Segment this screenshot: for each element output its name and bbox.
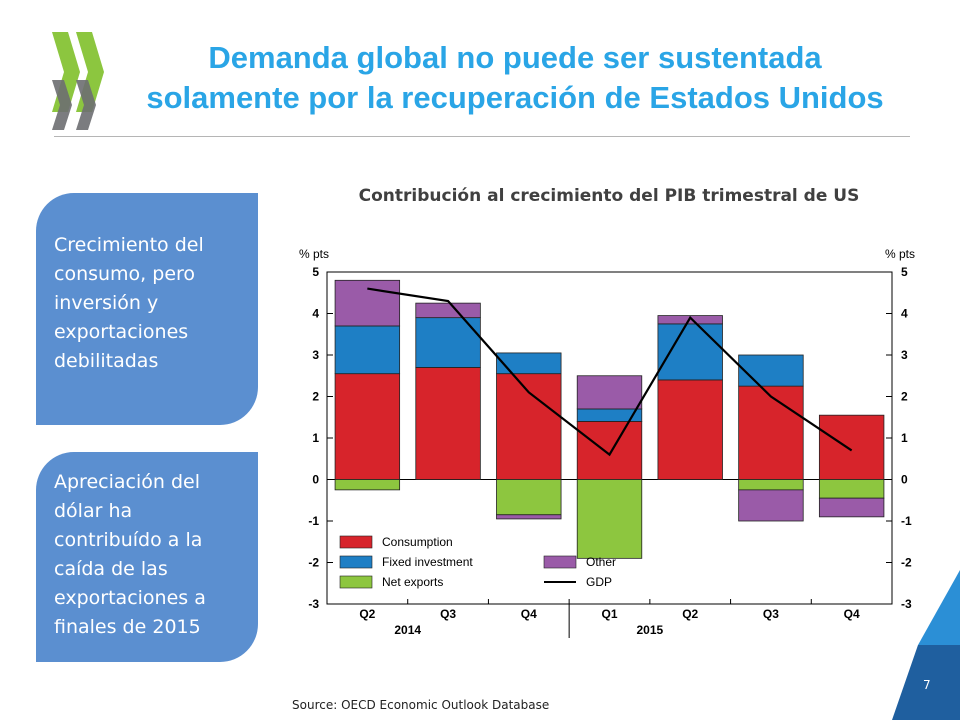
bar-net-exports xyxy=(496,479,562,516)
y-tick-label-left: 1 xyxy=(312,431,319,445)
x-tick-label: Q4 xyxy=(844,607,860,621)
y-tick-label-left: 3 xyxy=(312,348,319,362)
bar-consumption xyxy=(818,414,885,480)
bullet-box-dollar: Apreciación del dólar ha contribuído a l… xyxy=(36,452,258,662)
y-tick-label-right: -2 xyxy=(901,556,912,570)
legend-label-fixed-investment: Fixed investment xyxy=(382,555,473,569)
bar-other xyxy=(738,489,804,522)
y-tick-label-left: -1 xyxy=(308,514,319,528)
legend-swatch-consumption xyxy=(339,535,373,549)
legend-label-gdp: GDP xyxy=(586,575,612,589)
y-tick-label-right: 3 xyxy=(901,348,908,362)
bar-fixed-investment xyxy=(738,354,804,387)
gdp-contribution-chart: % pts % pts 5 5 4 4 3 3 2 2 1 1 0 0 -1 -1 -2 -2 -3 -3 Q2 Q3 Q4… xyxy=(299,247,915,638)
legend-swatch-other xyxy=(543,555,577,569)
x-year-label: 2014 xyxy=(394,623,421,637)
y-tick-label-left: 0 xyxy=(312,473,319,487)
bar-other xyxy=(496,514,562,520)
legend-swatch-net-exports xyxy=(339,575,373,589)
y-axis-unit-right: % pts xyxy=(885,247,915,261)
y-tick-label-left: -2 xyxy=(308,556,319,570)
legend-label-net-exports: Net exports xyxy=(382,575,443,589)
logo-chevron-gray-left xyxy=(52,80,72,130)
legend-swatch-fixed-investment xyxy=(339,555,373,569)
bullet-box-consumption: Crecimiento del consumo, pero inversión … xyxy=(36,193,258,425)
bar-consumption xyxy=(576,420,643,480)
y-tick-label-right: -3 xyxy=(901,597,912,611)
bar-consumption xyxy=(738,385,804,480)
chart-title: Contribución al crecimiento del PIB trim… xyxy=(358,186,860,206)
bar-fixed-investment xyxy=(496,352,562,375)
bar-fixed-investment xyxy=(657,323,723,381)
bar-other xyxy=(576,375,643,410)
logo-chevron-gray-right xyxy=(76,80,96,130)
bar-consumption xyxy=(496,373,562,480)
legend-label-consumption: Consumption xyxy=(382,535,453,549)
page-number: 7 xyxy=(923,678,931,692)
bullet-text-dollar: Apreciación del dólar ha contribuído a l… xyxy=(54,471,206,638)
bar-fixed-investment xyxy=(334,325,401,375)
bar-consumption xyxy=(415,367,481,480)
x-tick-label: Q1 xyxy=(601,607,617,621)
y-tick-label-right: 1 xyxy=(901,431,908,445)
title-divider xyxy=(54,136,910,137)
y-tick-label-right: 2 xyxy=(901,390,908,404)
bullet-text-consumption: Crecimiento del consumo, pero inversión … xyxy=(54,234,204,372)
x-tick-label: Q2 xyxy=(359,607,375,621)
y-tick-label-right: 4 xyxy=(901,307,908,321)
y-axis-unit-left: % pts xyxy=(299,247,329,261)
bar-consumption xyxy=(657,379,723,480)
x-year-label: 2015 xyxy=(637,623,664,637)
bar-net-exports xyxy=(738,479,804,491)
y-tick-label-right: -1 xyxy=(901,514,912,528)
y-tick-label-left: -3 xyxy=(308,597,319,611)
bar-consumption xyxy=(334,373,401,480)
y-tick-label-left: 2 xyxy=(312,390,319,404)
bar-net-exports xyxy=(818,479,885,499)
bar-net-exports xyxy=(334,479,401,491)
x-tick-label: Q2 xyxy=(682,607,698,621)
bar-other xyxy=(334,279,401,327)
y-tick-label-left: 5 xyxy=(312,265,319,279)
x-tick-label: Q3 xyxy=(763,607,779,621)
slide-title: Demanda global no puede ser sustentada s… xyxy=(146,40,884,115)
x-tick-label: Q3 xyxy=(440,607,456,621)
source-note: Source: OECD Economic Outlook Database xyxy=(292,698,550,712)
bar-net-exports xyxy=(576,479,643,559)
bar-other xyxy=(415,302,481,319)
y-tick-label-right: 0 xyxy=(901,473,908,487)
bar-other xyxy=(818,497,885,518)
legend-label-other: Other xyxy=(586,555,616,569)
y-tick-label-left: 4 xyxy=(312,307,319,321)
x-tick-label: Q4 xyxy=(521,607,537,621)
oecd-logo-icon xyxy=(52,32,104,130)
y-tick-label-right: 5 xyxy=(901,265,908,279)
